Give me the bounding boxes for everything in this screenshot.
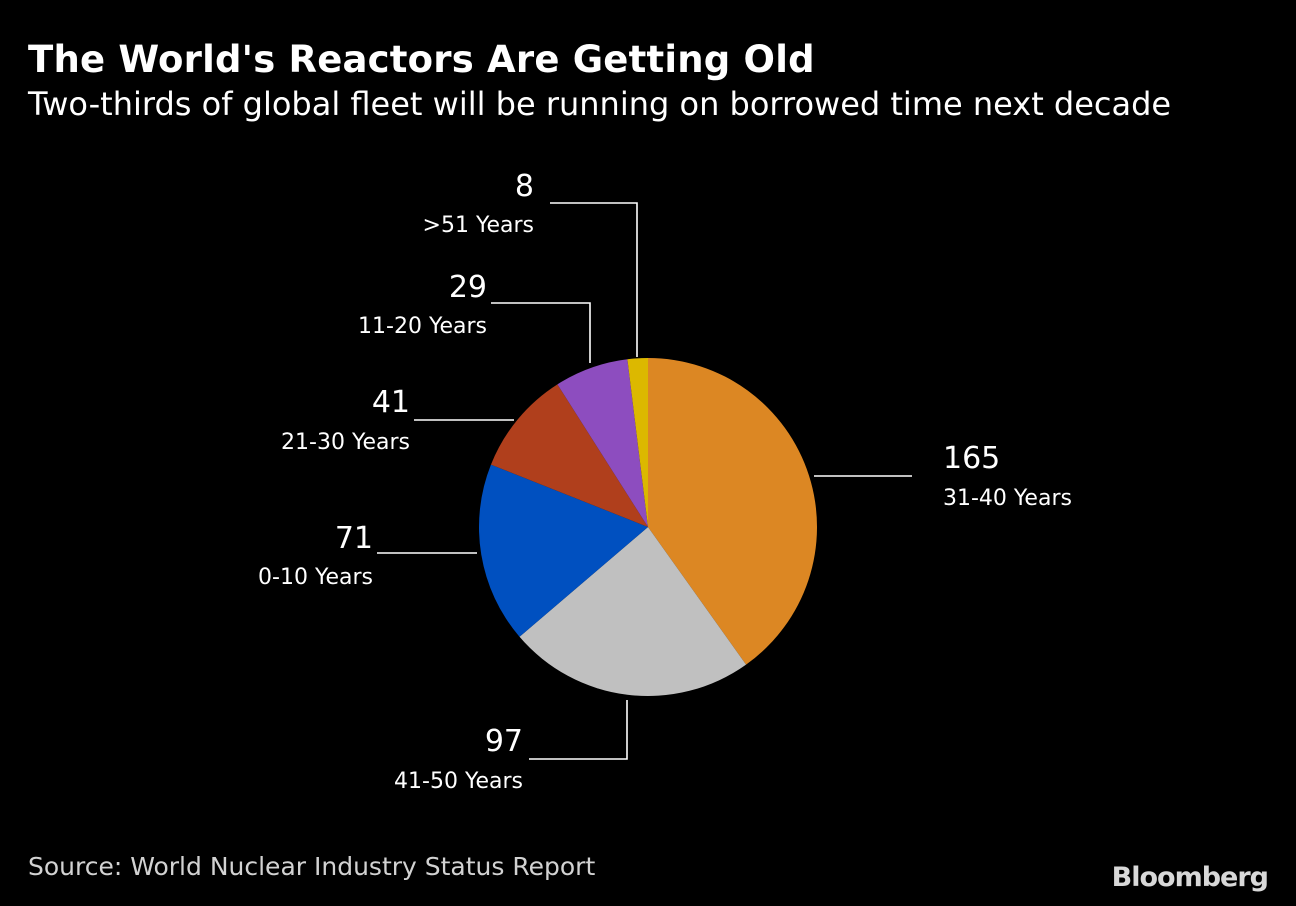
- leader-line-11-20-years: [491, 302, 591, 363]
- value-label-11-20-years: 29: [449, 270, 487, 305]
- pie-slice-11-20-years: [557, 359, 648, 527]
- chart-title: The World's Reactors Are Getting Old: [28, 38, 815, 81]
- pie-slice-over-51-years: [627, 358, 648, 527]
- value-label-31-40-years: 165: [943, 441, 1000, 476]
- value-label-over-51-years: 8: [515, 169, 534, 204]
- category-label-31-40-years: 31-40 Years: [943, 486, 1072, 511]
- category-label-11-20-years: 11-20 Years: [358, 314, 487, 339]
- category-label-41-50-years: 41-50 Years: [394, 769, 523, 794]
- leader-line-41-50-years: [529, 700, 628, 760]
- pie-slice-41-50-years: [519, 527, 747, 696]
- category-label-0-10-years: 0-10 Years: [258, 565, 373, 590]
- category-label-over-51-years: >51 Years: [423, 213, 534, 238]
- pie-slices: [479, 358, 818, 696]
- source-note: Source: World Nuclear Industry Status Re…: [28, 852, 596, 881]
- category-label-21-30-years: 21-30 Years: [281, 430, 410, 455]
- pie-slice-31-40-years: [648, 358, 818, 665]
- leader-line-over-51-years: [550, 202, 638, 357]
- value-label-21-30-years: 41: [372, 385, 410, 420]
- slice-labels: 165 31-40 Years 97 41-50 Years 71 0-10 Years 4…: [258, 169, 1072, 794]
- value-label-0-10-years: 71: [335, 521, 373, 556]
- leader-lines: [377, 202, 912, 760]
- chart-subtitle: Two-thirds of global fleet will be runni…: [28, 85, 1172, 123]
- pie-slice-21-30-years: [490, 384, 648, 527]
- bloomberg-logo: Bloomberg: [1111, 862, 1269, 893]
- value-label-41-50-years: 97: [485, 724, 523, 759]
- pie-slice-0-10-years: [479, 464, 648, 637]
